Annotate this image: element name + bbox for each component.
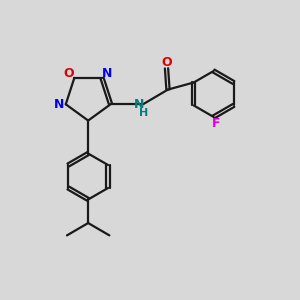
Text: O: O: [161, 56, 172, 69]
Text: H: H: [139, 107, 148, 118]
Text: N: N: [54, 98, 64, 111]
Text: N: N: [134, 98, 144, 111]
Text: F: F: [212, 117, 220, 130]
Text: N: N: [102, 67, 112, 80]
Text: O: O: [64, 67, 74, 80]
